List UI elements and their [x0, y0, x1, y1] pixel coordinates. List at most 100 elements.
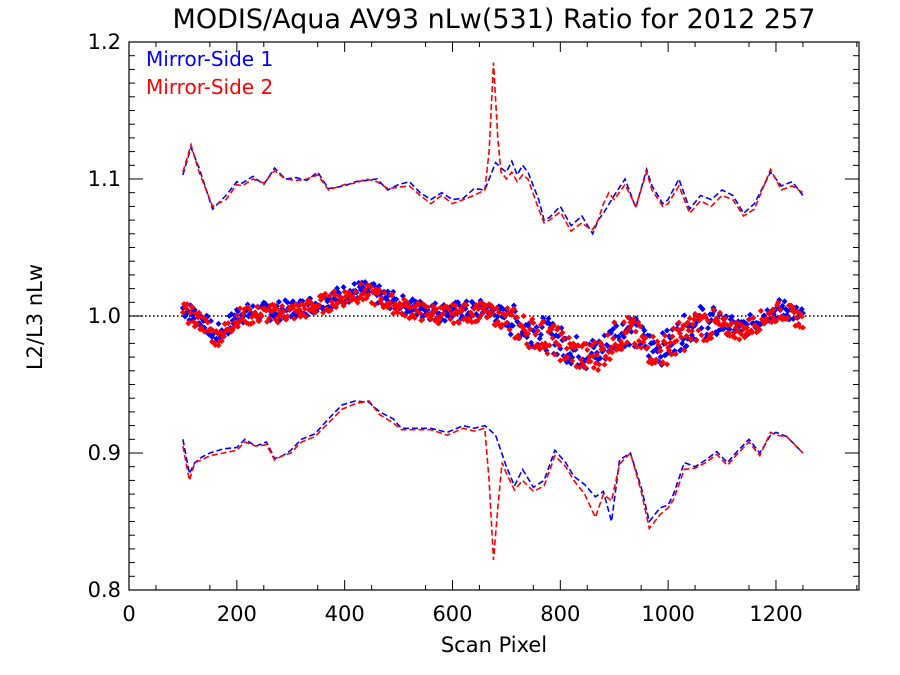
- axis-tick-labels: 0 200 400 600 800 1000 1200 0.8 0.9 1.0 1.1 1.2: [88, 30, 803, 626]
- mirror-side-2-marker: [404, 299, 411, 306]
- mirror-side-2-marker: [237, 305, 244, 312]
- mirror-side-1-marker: [679, 340, 686, 347]
- mirror-side-2-marker: [447, 316, 454, 323]
- mirror-side-2-marker: [253, 313, 260, 320]
- mirror-side-2-lower-line: [182, 400, 804, 560]
- mirror-side-2-marker: [489, 310, 496, 317]
- mirror-side-2-marker: [587, 358, 594, 365]
- mirror-side-2-marker: [361, 290, 368, 297]
- mirror-side-2-marker: [606, 356, 613, 363]
- mirror-side-2-marker: [684, 319, 691, 326]
- mirror-side-2-marker: [757, 307, 764, 314]
- mirror-side-2-marker: [290, 315, 297, 322]
- mirror-side-2-marker: [339, 298, 346, 305]
- mirror-side-2-marker: [565, 334, 572, 341]
- mirror-side-1-marker: [284, 299, 291, 306]
- mirror-side-2-marker: [588, 342, 595, 349]
- mirror-side-2-marker: [750, 314, 757, 321]
- mirror-side-2-marker: [196, 309, 203, 316]
- mirror-side-1-marker: [747, 311, 754, 318]
- mirror-side-2-marker: [664, 361, 671, 368]
- mirror-side-2-marker: [749, 329, 756, 336]
- mirror-side-2-marker: [218, 338, 225, 345]
- mirror-side-1-marker: [509, 322, 516, 329]
- mirror-side-2-marker: [240, 310, 247, 317]
- mirror-side-2-marker: [793, 314, 800, 321]
- mirror-side-2-marker: [583, 340, 590, 347]
- mirror-side-2-marker: [274, 319, 281, 326]
- mirror-side-2-marker: [653, 356, 660, 363]
- x-tick-label: 800: [540, 602, 580, 626]
- mirror-side-2-marker: [687, 335, 694, 342]
- mirror-side-1-marker: [664, 327, 671, 334]
- mirror-side-2-marker: [735, 328, 742, 335]
- mirror-side-2-marker: [389, 291, 396, 298]
- mirror-side-2-marker: [510, 305, 517, 312]
- mirror-side-2-marker: [502, 312, 509, 319]
- mirror-side-2-marker: [451, 311, 458, 318]
- mirror-side-2-marker: [189, 304, 196, 311]
- mirror-side-2-marker: [559, 329, 566, 336]
- mirror-side-1-marker: [537, 331, 544, 338]
- y-tick-label: 1.1: [88, 167, 121, 191]
- mirror-side-2-marker: [790, 304, 797, 311]
- mirror-side-2-marker: [546, 342, 553, 349]
- mirror-side-2-marker: [485, 308, 492, 315]
- mirror-side-2-marker: [493, 305, 500, 312]
- mirror-side-2-marker: [600, 345, 607, 352]
- mirror-side-2-marker: [576, 364, 583, 371]
- mirror-side-2-marker: [693, 337, 700, 344]
- mirror-side-2-marker: [280, 308, 287, 315]
- mirror-side-2-marker: [549, 334, 556, 341]
- mirror-side-2-marker: [609, 349, 616, 356]
- mirror-side-2-marker: [722, 315, 729, 322]
- mirror-side-2-marker: [590, 364, 597, 371]
- mirror-side-2-marker: [215, 342, 222, 349]
- mirror-side-2-marker: [446, 306, 453, 313]
- mirror-side-2-marker: [555, 324, 562, 331]
- mirror-side-2-marker: [601, 361, 608, 368]
- mirror-side-2-marker: [230, 324, 237, 331]
- legend-item-mirror-side-2: Mirror-Side 2: [146, 75, 273, 99]
- mirror-side-2-marker: [499, 321, 506, 328]
- mirror-side-2-marker: [367, 284, 374, 291]
- mirror-side-2-marker: [455, 320, 462, 327]
- mirror-side-2-marker: [527, 326, 534, 333]
- mirror-side-2-marker: [524, 330, 531, 337]
- mirror-side-2-marker: [633, 343, 640, 350]
- mirror-side-2-marker: [662, 340, 669, 347]
- x-axis-label: Scan Pixel: [441, 633, 547, 657]
- mirror-side-2-marker: [728, 319, 735, 326]
- mirror-side-2-marker: [799, 324, 806, 331]
- mirror-side-2-marker: [440, 310, 447, 317]
- mirror-side-2-marker: [769, 314, 776, 321]
- mirror-side-2-marker: [333, 304, 340, 311]
- mirror-side-2-marker: [195, 313, 202, 320]
- mirror-side-2-marker: [672, 350, 679, 357]
- y-tick-label: 0.9: [88, 441, 121, 465]
- mirror-side-2-marker: [225, 320, 232, 327]
- mirror-side-2-marker: [544, 350, 551, 357]
- mirror-side-2-marker: [233, 312, 240, 319]
- mirror-side-2-marker: [506, 326, 513, 333]
- mirror-side-1-marker: [393, 296, 400, 303]
- mirror-side-2-marker: [686, 315, 693, 322]
- mirror-side-2-marker: [394, 309, 401, 316]
- mirror-side-2-marker: [675, 319, 682, 326]
- mirror-side-2-marker: [478, 311, 485, 318]
- mirror-side-2-marker: [625, 314, 632, 321]
- mirror-side-1-marker: [728, 313, 735, 320]
- mirror-side-2-marker: [201, 328, 208, 335]
- mirror-side-2-marker: [582, 364, 589, 371]
- mirror-side-1-marker: [681, 312, 688, 319]
- y-tick-label: 1.0: [88, 304, 121, 328]
- legend-item-mirror-side-1: Mirror-Side 1: [146, 47, 273, 71]
- mirror-side-2-marker: [683, 333, 690, 340]
- mirror-side-2-marker: [669, 333, 676, 340]
- mirror-side-2-marker: [688, 328, 695, 335]
- mirror-side-2-marker: [733, 324, 740, 331]
- mirror-side-2-marker: [584, 346, 591, 353]
- mirror-side-2-marker: [569, 357, 576, 364]
- mirror-side-2-marker: [254, 303, 261, 310]
